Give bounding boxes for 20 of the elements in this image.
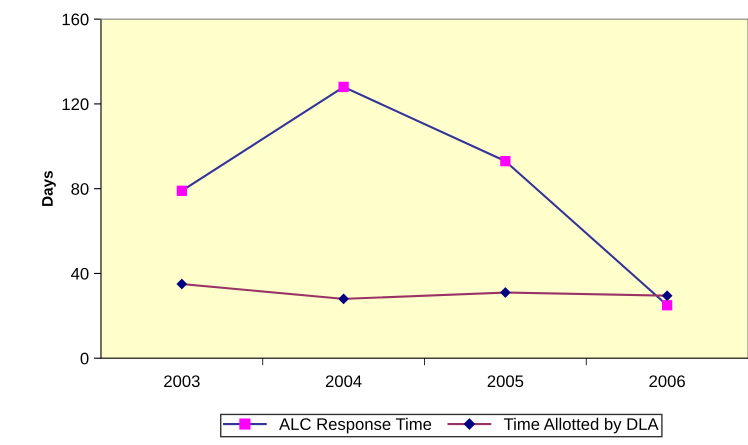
x-tick-label: 2005 <box>488 375 524 388</box>
y-tick-label: 120 <box>62 98 89 110</box>
point <box>176 278 188 290</box>
point <box>662 300 672 310</box>
y-tick-label: 160 <box>62 14 89 26</box>
legend-label: Time Allotted by DLA <box>504 418 659 434</box>
x-tick-label: 2004 <box>326 375 362 388</box>
point <box>176 186 188 196</box>
y-axis-title: Days <box>42 171 56 206</box>
x-tick-label: 2006 <box>649 375 685 388</box>
y-tick-label: 80 <box>71 183 89 195</box>
point <box>500 156 511 166</box>
y-tick-label: 40 <box>71 268 89 280</box>
y-tick-label: 0 <box>80 352 89 364</box>
point <box>338 82 349 92</box>
point <box>500 287 511 298</box>
x-tick-label: 2003 <box>164 375 200 388</box>
point <box>662 290 672 302</box>
legend-label: ALC Response Time <box>279 418 432 434</box>
point <box>338 294 349 304</box>
